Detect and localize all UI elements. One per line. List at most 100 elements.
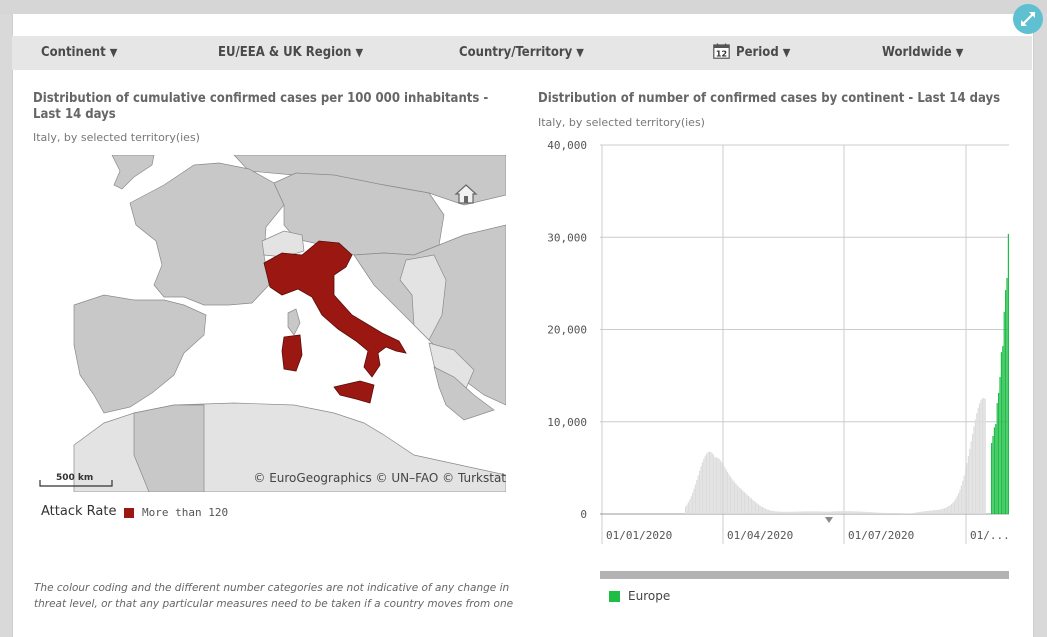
grey-bar <box>701 462 703 514</box>
europe-map[interactable]: 500 km © EuroGeographics © UN–FAO © Turk… <box>34 155 506 492</box>
grey-bar <box>881 512 883 514</box>
grey-bar <box>794 511 796 514</box>
grey-bar <box>760 506 762 514</box>
grey-bar <box>694 484 696 514</box>
grey-bar <box>903 513 905 514</box>
grey-bar <box>729 476 731 514</box>
grey-bar <box>879 512 881 514</box>
grey-bar <box>948 506 950 514</box>
grey-bar <box>886 512 888 514</box>
grey-bar <box>797 511 799 514</box>
grey-bar <box>956 496 958 514</box>
europe-bar <box>1000 352 1002 514</box>
continent-filter[interactable]: Continent ▼ <box>41 36 117 70</box>
grey-bar <box>752 499 754 514</box>
grey-bar <box>727 471 729 514</box>
grey-bar <box>959 489 961 514</box>
grey-bar <box>899 513 901 514</box>
europe-bar <box>1003 311 1005 514</box>
grey-bar <box>710 451 712 514</box>
grey-bar <box>820 511 822 514</box>
grey-bar <box>932 510 934 514</box>
grey-bar <box>692 492 694 514</box>
grey-bar <box>844 511 846 514</box>
grey-bar <box>836 511 838 514</box>
grey-bar <box>771 510 773 514</box>
grey-bar <box>767 509 769 514</box>
grey-bar <box>717 457 719 514</box>
grey-bar <box>774 511 776 514</box>
period-filter[interactable]: 12 Period ▼ <box>713 36 790 70</box>
footnote: The colour coding and the different numb… <box>34 582 514 610</box>
legend-swatch <box>124 508 134 518</box>
europe-legend-label[interactable]: Europe <box>628 589 671 603</box>
grey-bar <box>953 500 955 514</box>
region-filter[interactable]: EU/EEA & UK Region ▼ <box>218 36 363 70</box>
grey-bar <box>896 513 898 514</box>
grey-bar <box>753 500 755 514</box>
grey-bar <box>724 467 726 514</box>
grey-bar <box>963 475 965 514</box>
chart-scrollbar[interactable] <box>600 571 1009 579</box>
grey-bar <box>696 479 698 514</box>
grey-bar <box>776 511 778 514</box>
x-tick-label: 01/01/2020 <box>606 529 672 542</box>
grey-bar <box>823 511 825 514</box>
cases-chart[interactable]: 40,000 30,000 20,000 10,000 0 01/01/2020 01/04… <box>530 130 1020 550</box>
grey-bar <box>834 511 836 514</box>
grey-bar <box>892 513 894 514</box>
grey-bar <box>841 511 843 514</box>
top-strip <box>0 0 1047 14</box>
calendar-icon: 12 <box>713 43 730 59</box>
grey-bar <box>708 451 710 514</box>
grey-bar <box>713 454 715 514</box>
grey-bar <box>857 511 859 514</box>
grey-bar <box>805 511 807 514</box>
grey-bar <box>878 512 880 514</box>
grey-bar <box>721 462 723 514</box>
grey-bar <box>875 512 877 514</box>
country-filter[interactable]: Country/Territory ▼ <box>459 36 584 70</box>
grey-bar <box>969 448 971 514</box>
grey-bar <box>955 498 957 514</box>
grey-bar <box>720 460 722 514</box>
grey-bar <box>913 512 915 514</box>
grey-bar <box>914 512 916 514</box>
map-subtitle: Italy, by selected territory(ies) <box>33 131 200 144</box>
grey-bar <box>788 511 790 514</box>
grey-bar <box>735 483 737 514</box>
grey-bar <box>949 505 951 514</box>
grey-bar <box>979 403 981 514</box>
grey-bar <box>900 513 902 514</box>
grey-bar <box>819 511 821 514</box>
calendar-day: 12 <box>716 50 727 59</box>
worldwide-filter-label: Worldwide <box>882 45 952 60</box>
grey-bar <box>972 433 974 514</box>
grey-bar <box>718 458 720 514</box>
grey-bar <box>941 509 943 514</box>
grey-bar <box>890 513 892 514</box>
grey-bar <box>934 510 936 514</box>
grey-bar <box>741 489 743 514</box>
expand-button[interactable] <box>1013 4 1043 34</box>
grey-bar <box>742 490 744 514</box>
grey-bar <box>739 488 741 514</box>
region-filter-label: EU/EEA & UK Region <box>218 45 352 60</box>
grey-bar <box>883 512 885 514</box>
grey-bar <box>868 512 870 514</box>
grey-bar <box>690 496 692 514</box>
grey-bar <box>795 511 797 514</box>
grey-bar <box>860 511 862 514</box>
y-tick-label: 20,000 <box>547 324 587 337</box>
grey-bar <box>925 511 927 514</box>
worldwide-filter[interactable]: Worldwide ▼ <box>882 36 963 70</box>
grey-bar <box>780 511 782 514</box>
grey-bar <box>748 495 750 514</box>
grey-bar <box>711 453 713 514</box>
grey-bar <box>813 511 815 514</box>
scale-label: 500 km <box>56 473 94 483</box>
grey-bar <box>816 511 818 514</box>
grey-bar <box>756 503 758 514</box>
grey-bar <box>952 502 954 514</box>
grey-bar <box>958 493 960 514</box>
